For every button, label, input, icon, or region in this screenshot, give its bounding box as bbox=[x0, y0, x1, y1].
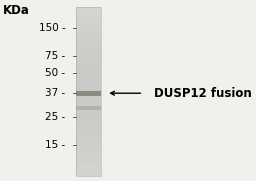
Bar bbox=[76, 16, 101, 18]
Text: 37 -: 37 - bbox=[45, 88, 65, 98]
Bar bbox=[76, 136, 101, 139]
Text: DUSP12 fusion: DUSP12 fusion bbox=[154, 87, 251, 100]
Bar bbox=[76, 7, 101, 10]
Bar bbox=[76, 114, 101, 117]
Bar bbox=[76, 97, 101, 100]
Bar bbox=[76, 125, 101, 128]
Bar bbox=[76, 94, 101, 97]
Bar bbox=[76, 63, 101, 66]
Bar bbox=[76, 142, 101, 145]
Bar bbox=[76, 148, 101, 150]
Bar bbox=[76, 44, 101, 47]
Bar bbox=[76, 86, 101, 89]
Text: 25 -: 25 - bbox=[45, 112, 65, 122]
Bar bbox=[76, 10, 101, 13]
Text: 75 -: 75 - bbox=[45, 51, 65, 61]
Bar bbox=[76, 131, 101, 133]
Bar bbox=[76, 18, 101, 21]
Bar bbox=[76, 159, 101, 161]
Bar bbox=[76, 41, 101, 44]
Bar bbox=[76, 103, 101, 105]
Bar bbox=[76, 91, 101, 96]
Bar bbox=[76, 108, 101, 111]
Text: 50 -: 50 - bbox=[45, 68, 65, 78]
Bar bbox=[76, 24, 101, 27]
Bar bbox=[76, 7, 101, 176]
Bar bbox=[76, 83, 101, 86]
Bar bbox=[76, 145, 101, 148]
Bar bbox=[76, 27, 101, 30]
Bar bbox=[76, 153, 101, 156]
Text: KDa: KDa bbox=[3, 4, 29, 17]
Bar bbox=[76, 89, 101, 91]
Bar bbox=[76, 13, 101, 16]
Bar bbox=[76, 72, 101, 75]
Bar bbox=[76, 38, 101, 41]
Bar bbox=[76, 105, 101, 108]
Bar bbox=[76, 30, 101, 33]
Bar bbox=[76, 80, 101, 83]
Bar bbox=[76, 52, 101, 55]
Bar bbox=[76, 77, 101, 80]
Bar bbox=[76, 49, 101, 52]
Bar bbox=[76, 156, 101, 159]
Bar bbox=[76, 106, 101, 110]
Bar bbox=[76, 35, 101, 38]
Text: 15 -: 15 - bbox=[45, 140, 65, 150]
Bar bbox=[76, 100, 101, 103]
Bar bbox=[76, 60, 101, 63]
Bar bbox=[76, 164, 101, 167]
Text: 150 -: 150 - bbox=[39, 23, 65, 33]
Bar bbox=[76, 21, 101, 24]
Bar bbox=[76, 150, 101, 153]
Bar bbox=[76, 173, 101, 176]
Bar bbox=[76, 117, 101, 119]
Bar bbox=[76, 139, 101, 142]
Bar bbox=[76, 161, 101, 164]
Bar bbox=[76, 119, 101, 122]
Bar bbox=[76, 58, 101, 60]
Bar bbox=[76, 167, 101, 170]
Bar bbox=[76, 91, 101, 94]
Bar bbox=[76, 170, 101, 173]
Bar bbox=[76, 133, 101, 136]
Bar bbox=[76, 128, 101, 131]
Bar bbox=[76, 33, 101, 35]
Bar bbox=[76, 69, 101, 72]
Bar bbox=[76, 66, 101, 69]
Bar bbox=[76, 111, 101, 114]
Bar bbox=[76, 122, 101, 125]
Bar bbox=[76, 55, 101, 58]
Bar bbox=[76, 47, 101, 49]
Bar bbox=[76, 75, 101, 77]
